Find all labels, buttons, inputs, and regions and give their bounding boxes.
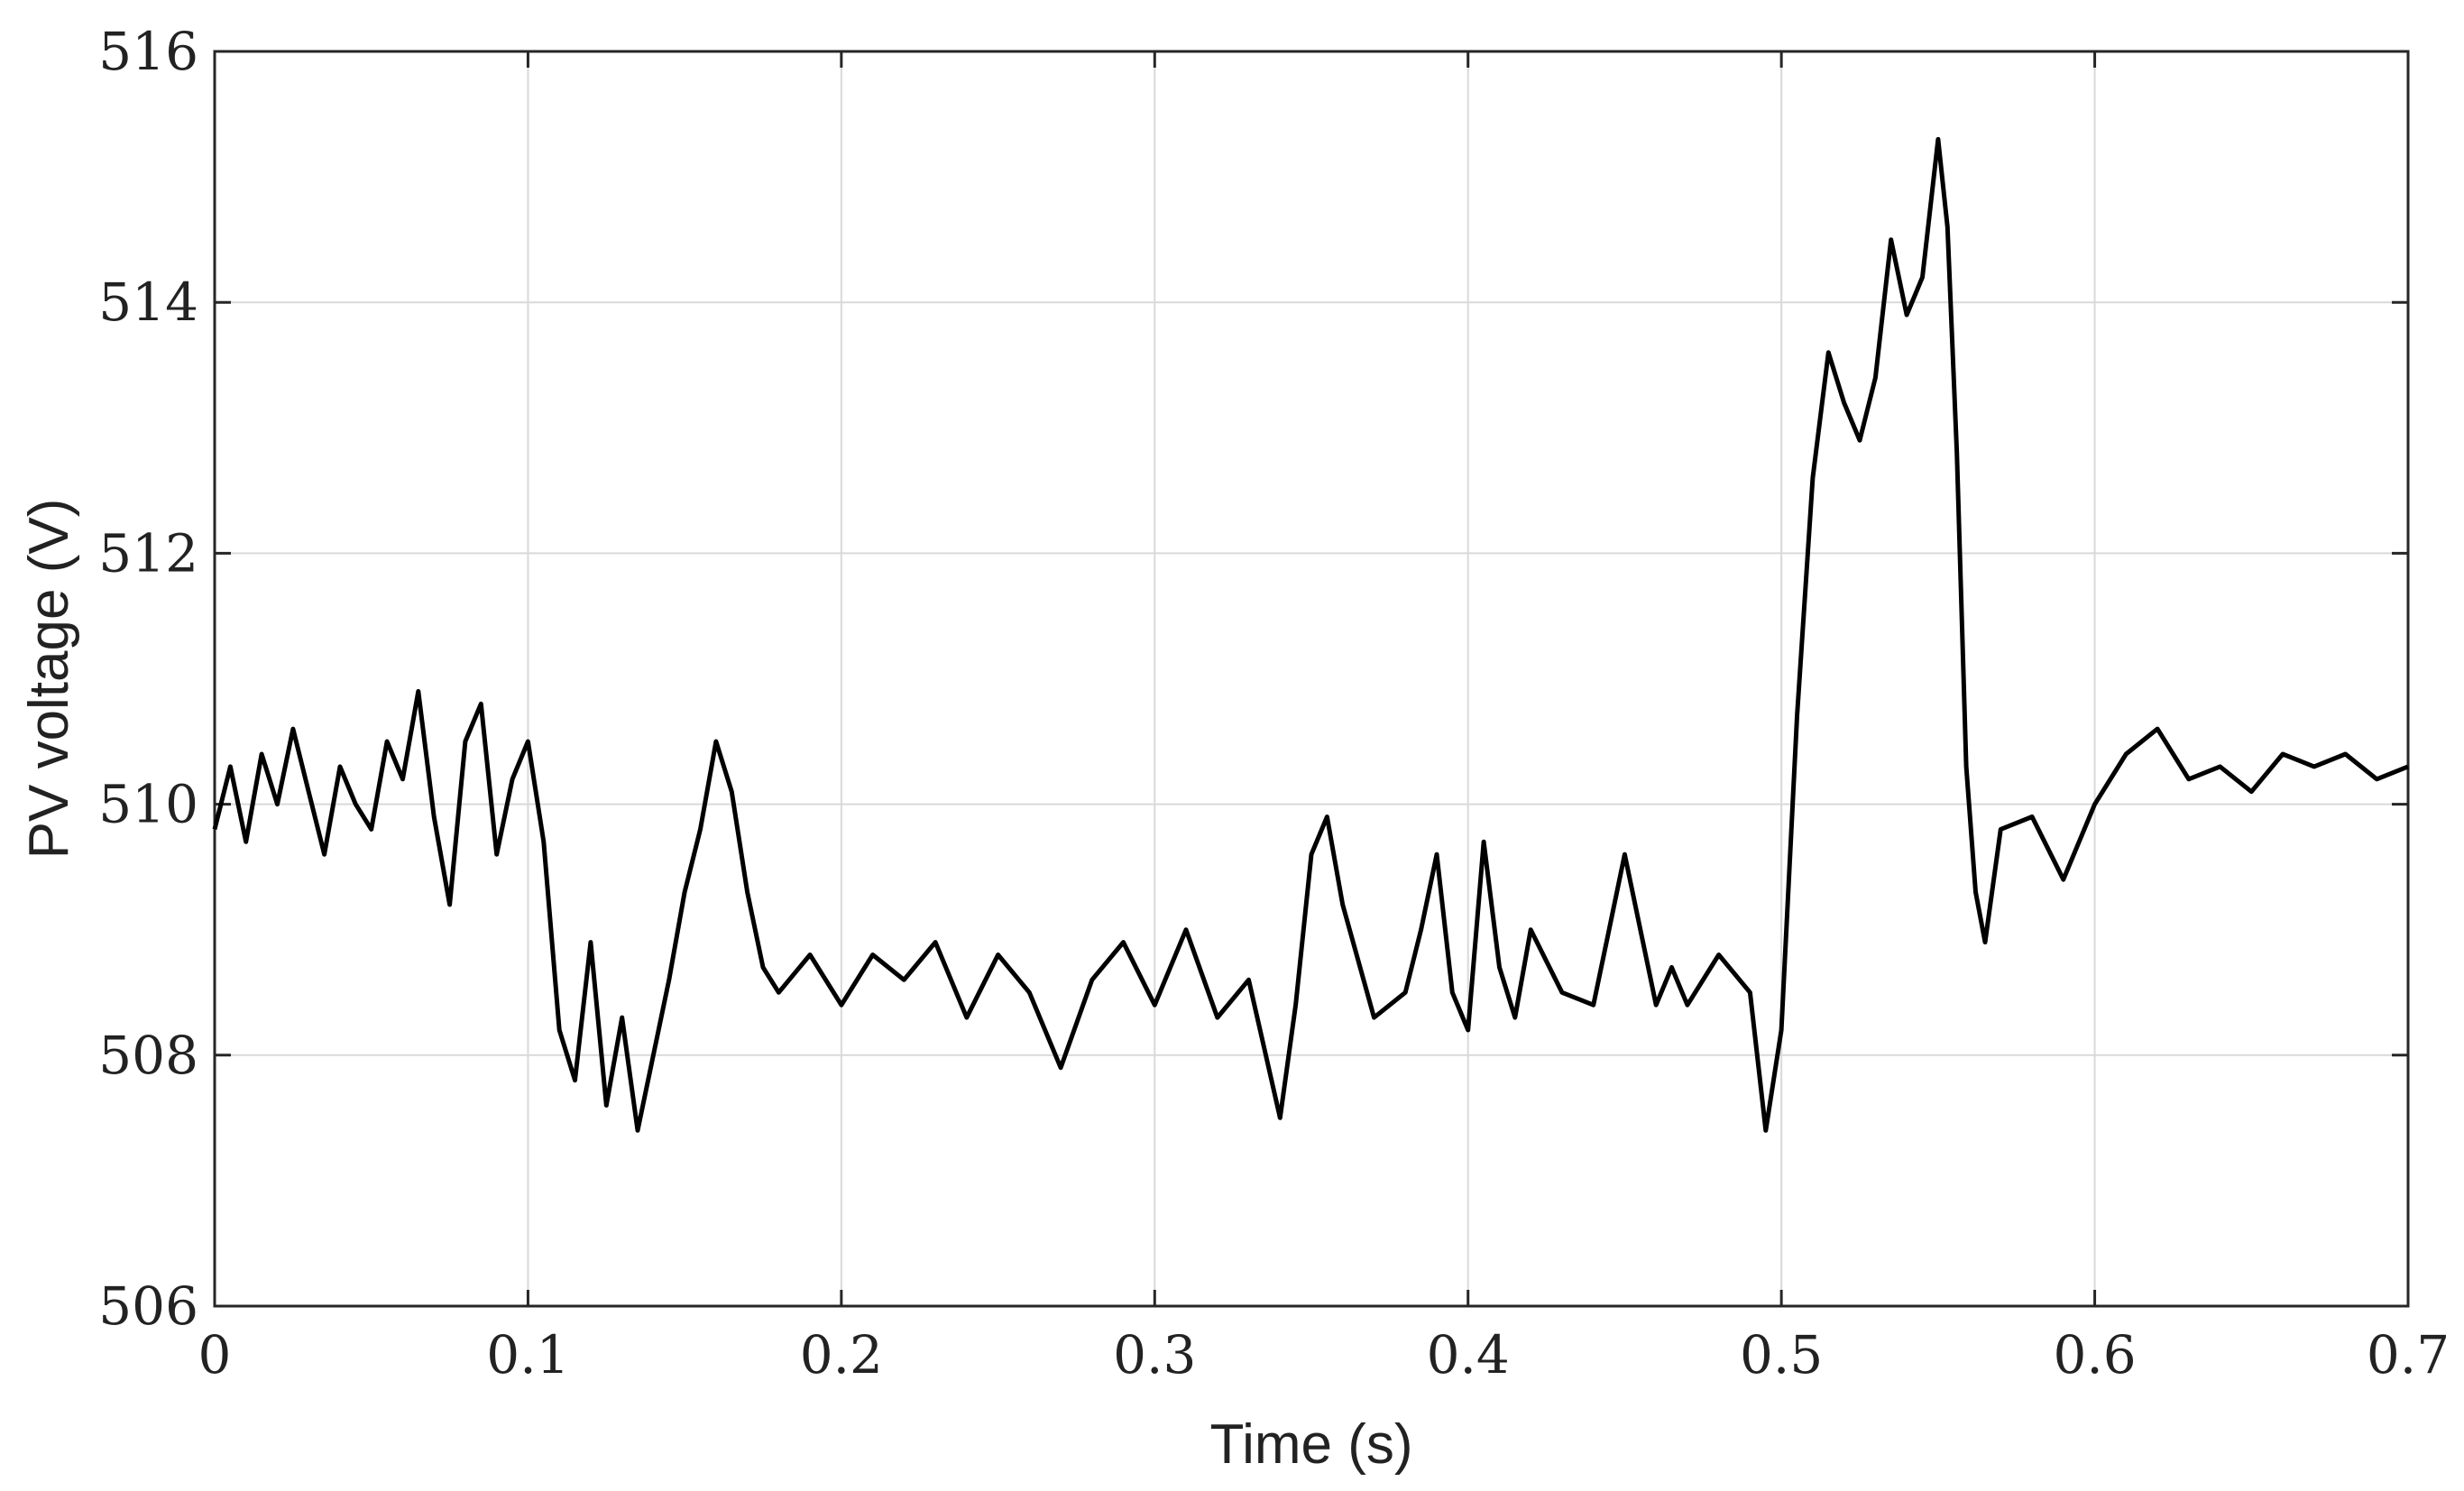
x-tick-label: 0.3 — [1113, 1324, 1196, 1385]
x-tick-label: 0.7 — [2367, 1324, 2450, 1385]
y-tick-label: 516 — [98, 21, 198, 82]
x-tick-label: 0.5 — [1740, 1324, 1823, 1385]
x-tick-label: 0.4 — [1427, 1324, 1510, 1385]
tick-layer — [213, 50, 2410, 1308]
y-tick-label: 514 — [98, 272, 198, 333]
y-axis-label: PV voltage (V) — [18, 499, 80, 860]
y-tick-label: 512 — [98, 522, 198, 584]
y-tick-label: 508 — [98, 1025, 198, 1086]
x-axis-label: Time (s) — [1210, 1413, 1413, 1476]
series-layer — [212, 136, 2409, 1133]
x-tick-label: 0.1 — [486, 1324, 569, 1385]
x-tick-label: 0.2 — [800, 1324, 883, 1385]
grid-layer — [215, 51, 2408, 1306]
y-tick-label: 510 — [98, 774, 198, 835]
label-layer: 0 0.1 0.2 0.3 0.4 0.5 0.6 0.7 506 508 510 512 514 516 — [98, 21, 2450, 1385]
x-tick-label: 0.6 — [2053, 1324, 2136, 1385]
pv-voltage-line — [212, 136, 2409, 1133]
y-tick-label: 506 — [98, 1275, 198, 1337]
x-tick-label: 0 — [198, 1324, 232, 1385]
plot-frame — [213, 50, 2410, 1308]
